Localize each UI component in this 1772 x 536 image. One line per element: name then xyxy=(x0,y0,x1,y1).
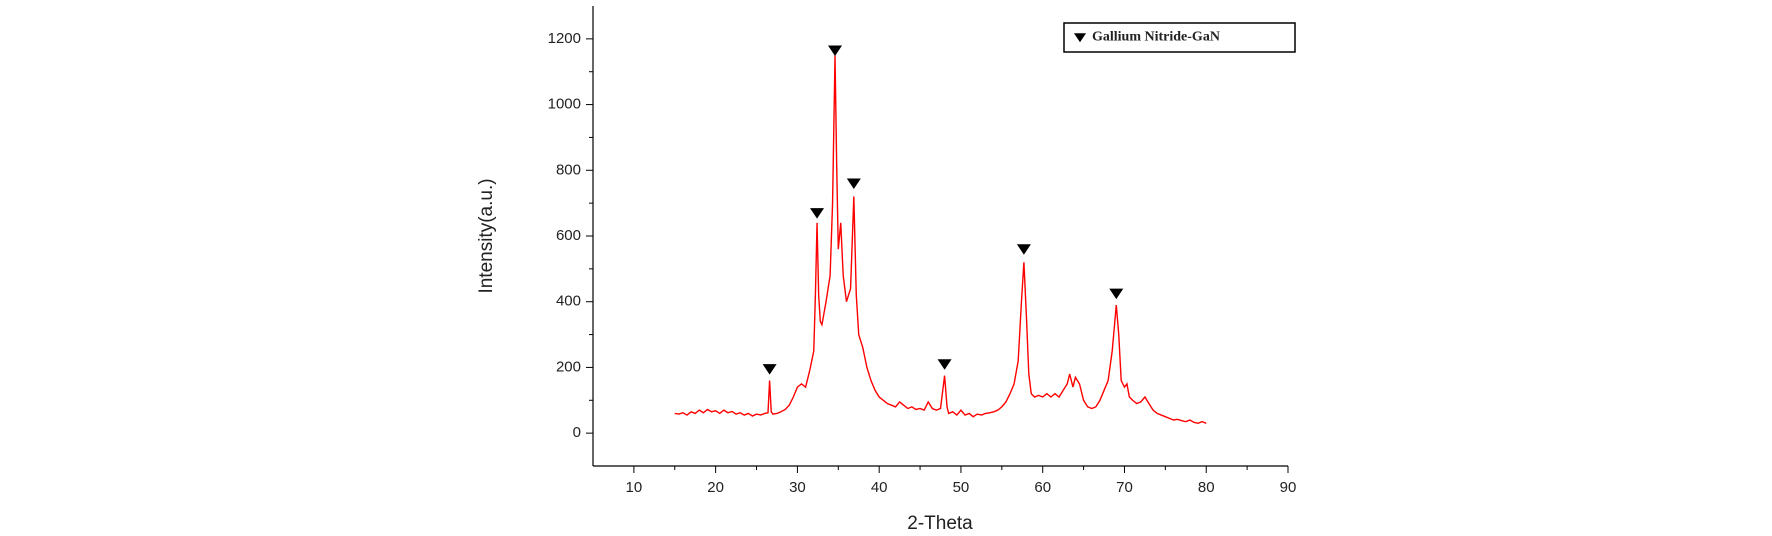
y-tick-label: 0 xyxy=(573,424,581,441)
x-tick-label: 90 xyxy=(1280,479,1297,496)
x-axis-title: 2-Theta xyxy=(907,513,973,534)
y-axis-title: Intensity(a.u.) xyxy=(476,178,497,293)
peak-marker xyxy=(1016,244,1031,255)
x-tick-label: 40 xyxy=(871,479,888,496)
y-tick-label: 200 xyxy=(556,358,581,375)
data-line xyxy=(674,55,1207,425)
x-tick-label: 60 xyxy=(1034,479,1051,496)
y-tick-label: 1200 xyxy=(548,30,581,47)
peak-marker xyxy=(937,359,952,370)
peak-marker xyxy=(846,178,861,190)
x-tick-label: 20 xyxy=(707,479,724,496)
peak-marker xyxy=(828,45,843,56)
legend-marker xyxy=(1074,33,1086,43)
x-tick-label: 10 xyxy=(626,479,643,496)
x-tick-label: 30 xyxy=(789,479,806,496)
peak-marker xyxy=(1109,288,1124,300)
y-tick-label: 800 xyxy=(556,161,581,178)
peak-marker xyxy=(762,364,777,375)
y-tick-label: 1000 xyxy=(548,96,581,113)
peak-marker xyxy=(810,208,825,219)
x-tick-label: 50 xyxy=(953,479,970,496)
legend-label: Gallium Nitride-GaN xyxy=(1092,30,1220,45)
x-tick-label: 80 xyxy=(1198,479,1215,496)
y-tick-label: 400 xyxy=(556,293,581,310)
y-tick-label: 600 xyxy=(556,227,581,244)
legend-box xyxy=(1063,22,1296,53)
x-tick-label: 70 xyxy=(1116,479,1133,496)
